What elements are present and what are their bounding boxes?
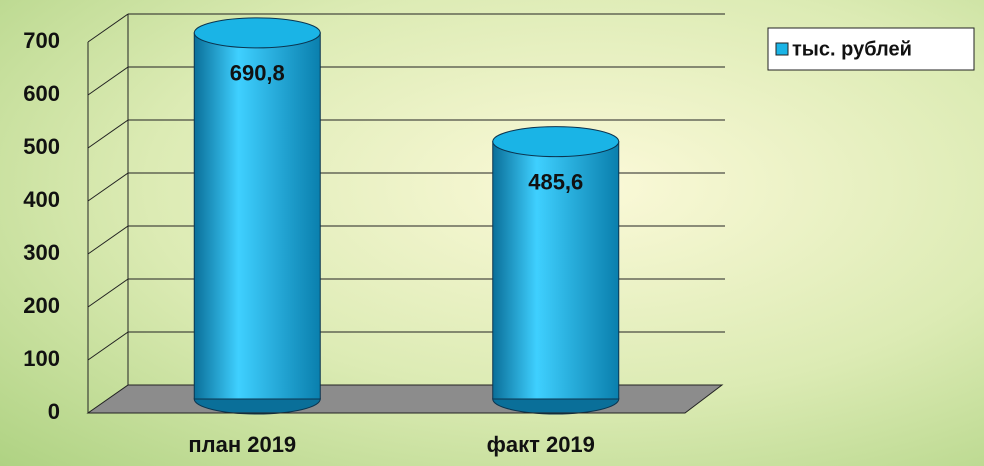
legend-swatch xyxy=(775,42,789,56)
bar-top xyxy=(193,17,321,49)
x-tick-label: план 2019 xyxy=(188,432,296,457)
grid-line xyxy=(87,331,129,361)
bar-top xyxy=(492,126,620,158)
grid-line xyxy=(87,225,129,255)
y-tick-label: 100 xyxy=(23,346,60,371)
y-tick-label: 500 xyxy=(23,134,60,159)
legend xyxy=(767,27,975,71)
grid-line xyxy=(87,278,129,308)
value-label: 690,8 xyxy=(230,61,285,86)
grid-line xyxy=(87,66,129,96)
grid-line xyxy=(87,172,129,202)
y-tick-label: 300 xyxy=(23,240,60,265)
grid-line xyxy=(87,13,129,43)
floor xyxy=(86,384,724,414)
bar xyxy=(193,32,321,400)
grid-line xyxy=(87,119,129,149)
y-tick-label: 0 xyxy=(48,399,60,424)
y-tick-label: 200 xyxy=(23,293,60,318)
y-tick-label: 700 xyxy=(23,28,60,53)
legend-label: тыс. рублей xyxy=(792,38,912,60)
x-tick-label: факт 2019 xyxy=(487,432,595,457)
y-tick-label: 400 xyxy=(23,187,60,212)
y-tick-label: 600 xyxy=(23,81,60,106)
value-label: 485,6 xyxy=(528,169,583,194)
bar xyxy=(492,141,620,400)
